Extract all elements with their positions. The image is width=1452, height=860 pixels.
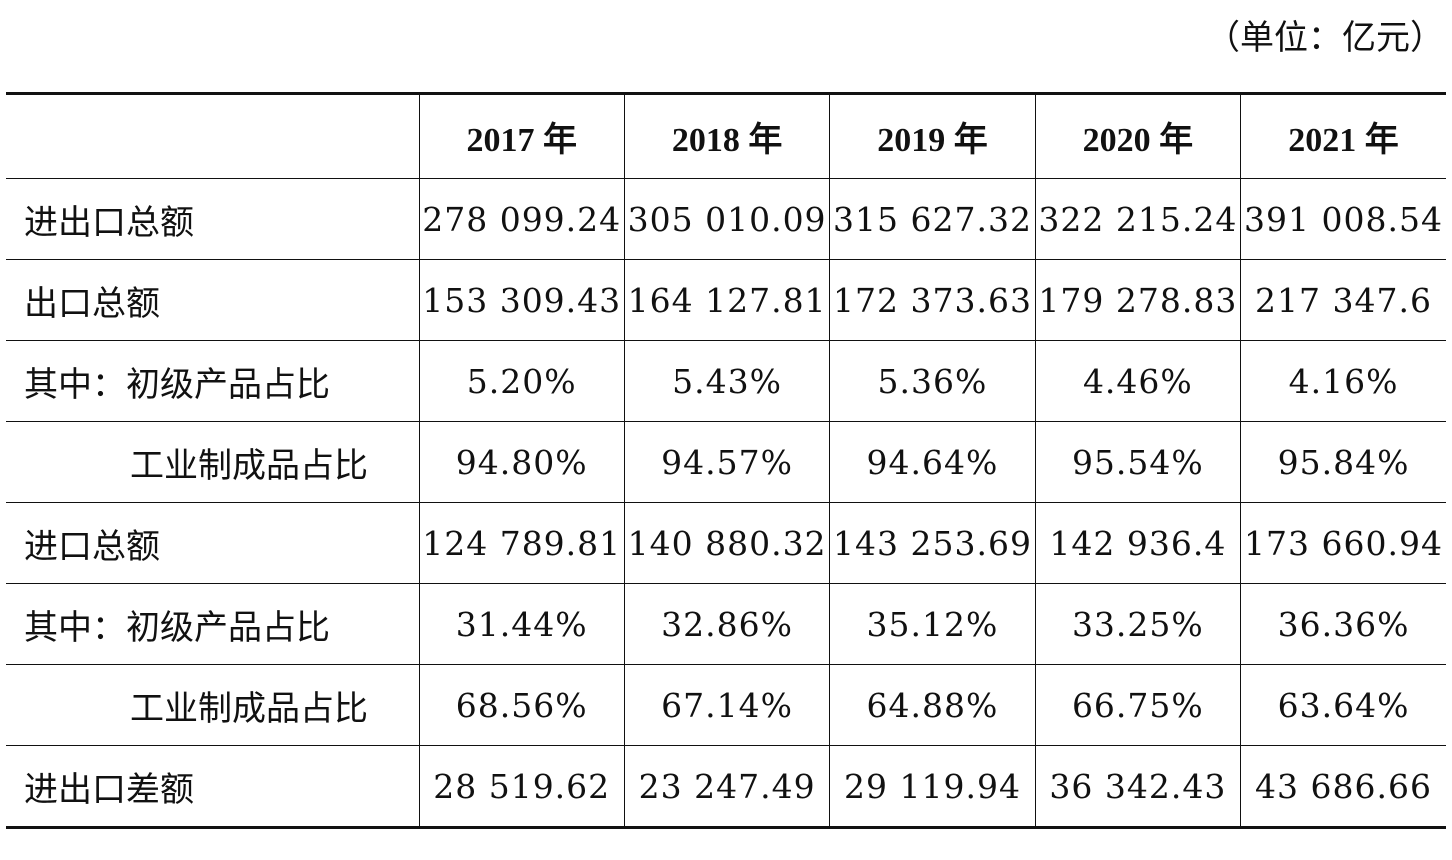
table-cell: 315 627.32 — [829, 178, 1036, 260]
row-label: 出口总额 — [6, 259, 420, 341]
table-cell: 5.36% — [829, 340, 1036, 422]
unit-note: （单位：亿元） — [1206, 18, 1444, 58]
table-cell: 164 127.81 — [623, 259, 831, 341]
table-cell: 68.56% — [418, 664, 625, 746]
header-year-2017: 2017 年 — [418, 92, 625, 179]
table-row: 工业制成品占比 94.80% 94.57% 94.64% 95.54% 95.84% — [6, 421, 1446, 503]
table-row: 进口总额 124 789.81 140 880.32 143 253.69 142 93… — [6, 502, 1446, 584]
table-cell: 391 008.54 — [1240, 178, 1446, 260]
table-body: 进出口总额 278 099.24 305 010.09 315 627.32 322 2… — [6, 178, 1446, 829]
table-cell: 33.25% — [1034, 583, 1242, 665]
table-cell: 29 119.94 — [829, 745, 1036, 829]
table-cell: 23 247.49 — [623, 745, 831, 829]
table-cell: 4.16% — [1240, 340, 1446, 422]
table-cell: 322 215.24 — [1034, 178, 1242, 260]
row-label: 工业制成品占比 — [6, 421, 420, 503]
table-cell: 278 099.24 — [418, 178, 625, 260]
table-row: 出口总额 153 309.43 164 127.81 172 373.63 179 27… — [6, 259, 1446, 341]
table-cell: 5.43% — [623, 340, 831, 422]
table-cell: 31.44% — [418, 583, 625, 665]
table-cell: 94.57% — [623, 421, 831, 503]
table-cell: 35.12% — [829, 583, 1036, 665]
table-cell: 4.46% — [1034, 340, 1242, 422]
table-cell: 67.14% — [623, 664, 831, 746]
table-cell: 36.36% — [1240, 583, 1446, 665]
row-label: 其中：初级产品占比 — [6, 340, 420, 422]
table-cell: 172 373.63 — [829, 259, 1036, 341]
trade-table: 2017 年 2018 年 2019 年 2020 年 2021 年 进出口总额… — [6, 92, 1446, 829]
table-cell: 64.88% — [829, 664, 1036, 746]
table-cell: 124 789.81 — [418, 502, 625, 584]
header-year-2019: 2019 年 — [829, 92, 1036, 179]
table-cell: 66.75% — [1034, 664, 1242, 746]
header-year-2021: 2021 年 — [1240, 92, 1446, 179]
table-cell: 143 253.69 — [829, 502, 1036, 584]
table-cell: 95.54% — [1034, 421, 1242, 503]
table-row: 其中：初级产品占比 5.20% 5.43% 5.36% 4.46% 4.16% — [6, 340, 1446, 422]
table-cell: 173 660.94 — [1240, 502, 1446, 584]
table-cell: 217 347.6 — [1240, 259, 1446, 341]
table-cell: 63.64% — [1240, 664, 1446, 746]
table-cell: 94.80% — [418, 421, 625, 503]
header-cell-empty — [6, 92, 420, 179]
table-cell: 179 278.83 — [1034, 259, 1242, 341]
header-row: 2017 年 2018 年 2019 年 2020 年 2021 年 — [6, 92, 1446, 179]
table-row: 其中：初级产品占比 31.44% 32.86% 35.12% 33.25% 36.36% — [6, 583, 1446, 665]
table-cell: 305 010.09 — [623, 178, 831, 260]
row-label: 进口总额 — [6, 502, 420, 584]
table-cell: 43 686.66 — [1240, 745, 1446, 829]
table-cell: 36 342.43 — [1034, 745, 1242, 829]
table-cell: 32.86% — [623, 583, 831, 665]
table-cell: 95.84% — [1240, 421, 1446, 503]
table-cell: 140 880.32 — [623, 502, 831, 584]
table-cell: 28 519.62 — [418, 745, 625, 829]
row-label: 其中：初级产品占比 — [6, 583, 420, 665]
row-label: 进出口差额 — [6, 745, 420, 829]
table-row: 工业制成品占比 68.56% 67.14% 64.88% 66.75% 63.64% — [6, 664, 1446, 746]
table-cell: 142 936.4 — [1034, 502, 1242, 584]
row-label: 工业制成品占比 — [6, 664, 420, 746]
table-cell: 94.64% — [829, 421, 1036, 503]
table-cell: 5.20% — [418, 340, 625, 422]
table-row: 进出口总额 278 099.24 305 010.09 315 627.32 322 2… — [6, 178, 1446, 260]
header-year-2018: 2018 年 — [623, 92, 831, 179]
row-label: 进出口总额 — [6, 178, 420, 260]
table-row: 进出口差额 28 519.62 23 247.49 29 119.94 36 342.4… — [6, 745, 1446, 829]
table-cell: 153 309.43 — [418, 259, 625, 341]
header-year-2020: 2020 年 — [1034, 92, 1242, 179]
